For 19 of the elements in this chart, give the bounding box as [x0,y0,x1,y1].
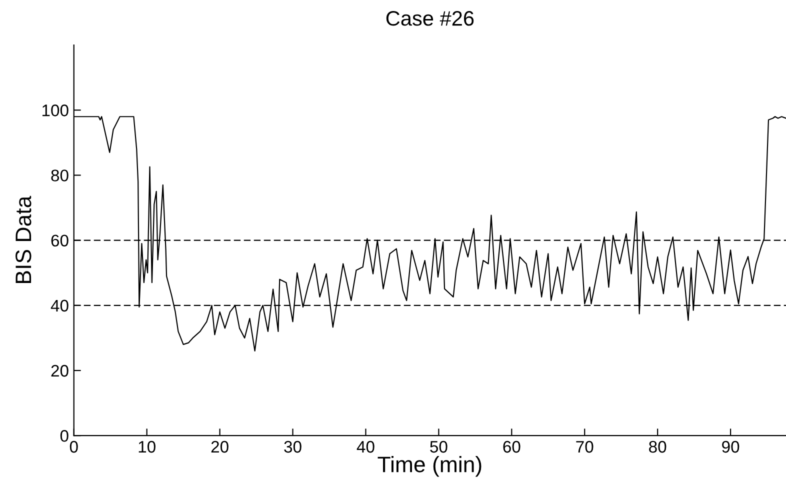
y-tick-label: 40 [50,300,68,312]
x-tick-label: 20 [211,440,228,453]
y-tick-label: 0 [60,430,68,442]
chart-title: Case #26 [386,11,474,26]
x-tick-label: 60 [503,440,520,453]
x-tick-label: 0 [70,440,78,453]
x-axis-title: Time (min) [378,456,482,477]
y-axis-title: BIS Data [16,196,32,283]
x-tick-label: 40 [356,440,374,453]
x-tick-label: 30 [284,440,302,453]
x-tick-label: 50 [430,440,448,453]
x-tick-label: 80 [649,440,666,453]
y-tick-label: 20 [51,364,68,377]
x-tick-label: 90 [722,440,740,453]
x-tick-label: 10 [138,440,156,453]
x-tick-label: 70 [576,440,594,453]
y-tick-label: 100 [42,104,68,116]
y-tick-label: 60 [51,234,68,247]
y-tick-label: 80 [51,170,68,182]
